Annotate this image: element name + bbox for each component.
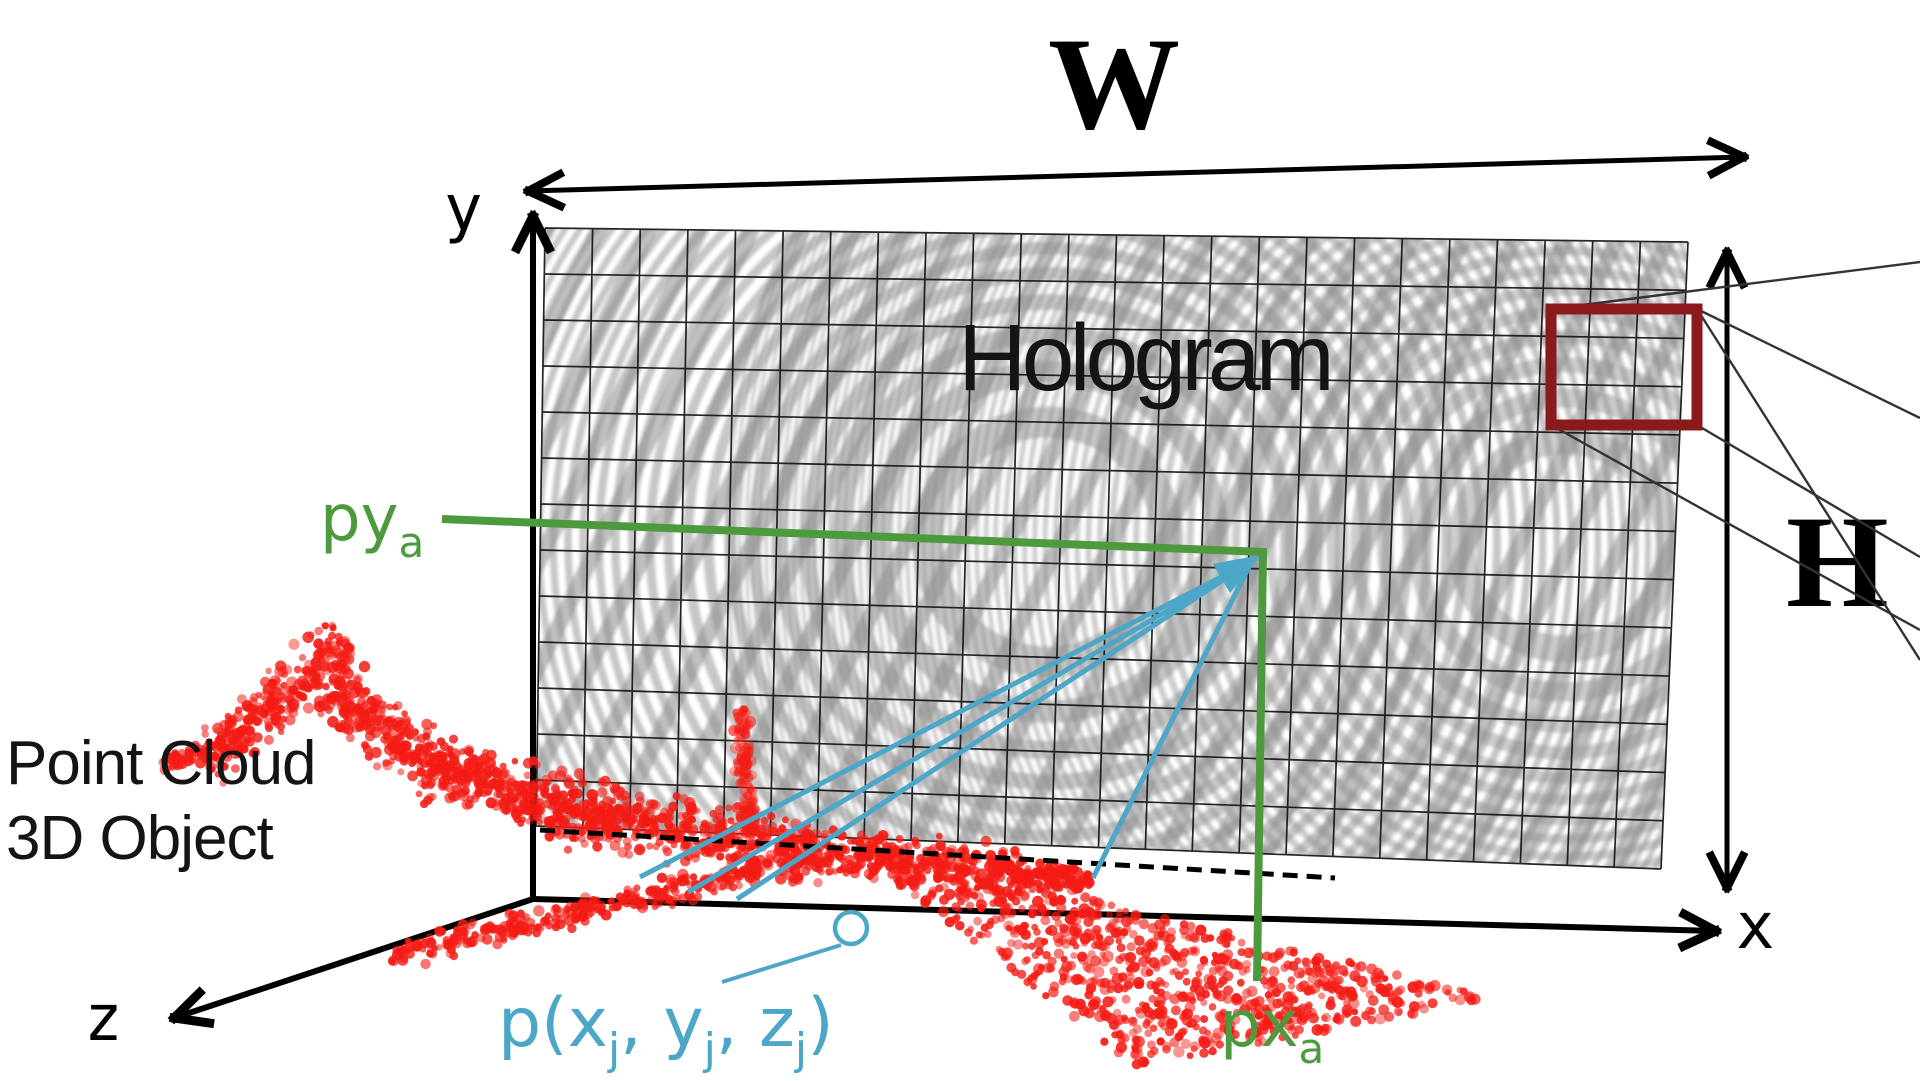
highlighted-point-circle (832, 909, 870, 947)
hologram-label: Hologram (958, 305, 1330, 411)
py-label: pya (320, 482, 424, 567)
point-cloud-caption-line1: Point Cloud (6, 729, 316, 798)
axis-z-label: z (84, 982, 123, 1056)
point-coordinates-label: p(xj, yj, zj) (498, 984, 834, 1075)
axis-x-label: x (1736, 890, 1775, 964)
hologram-bottom-dashed-edge (539, 827, 1336, 881)
px-label: pxa (1220, 988, 1324, 1073)
height-dimension-label: H (1786, 488, 1889, 635)
point-cloud-caption-line2: 3D Object (6, 804, 273, 873)
point-projection-rays (638, 555, 1261, 984)
pixel-zoom-square (1545, 260, 1920, 661)
width-dimension-label: W (1048, 10, 1180, 157)
pixel-coordinate-lines (441, 515, 1268, 982)
axis-y-label: y (444, 172, 483, 246)
